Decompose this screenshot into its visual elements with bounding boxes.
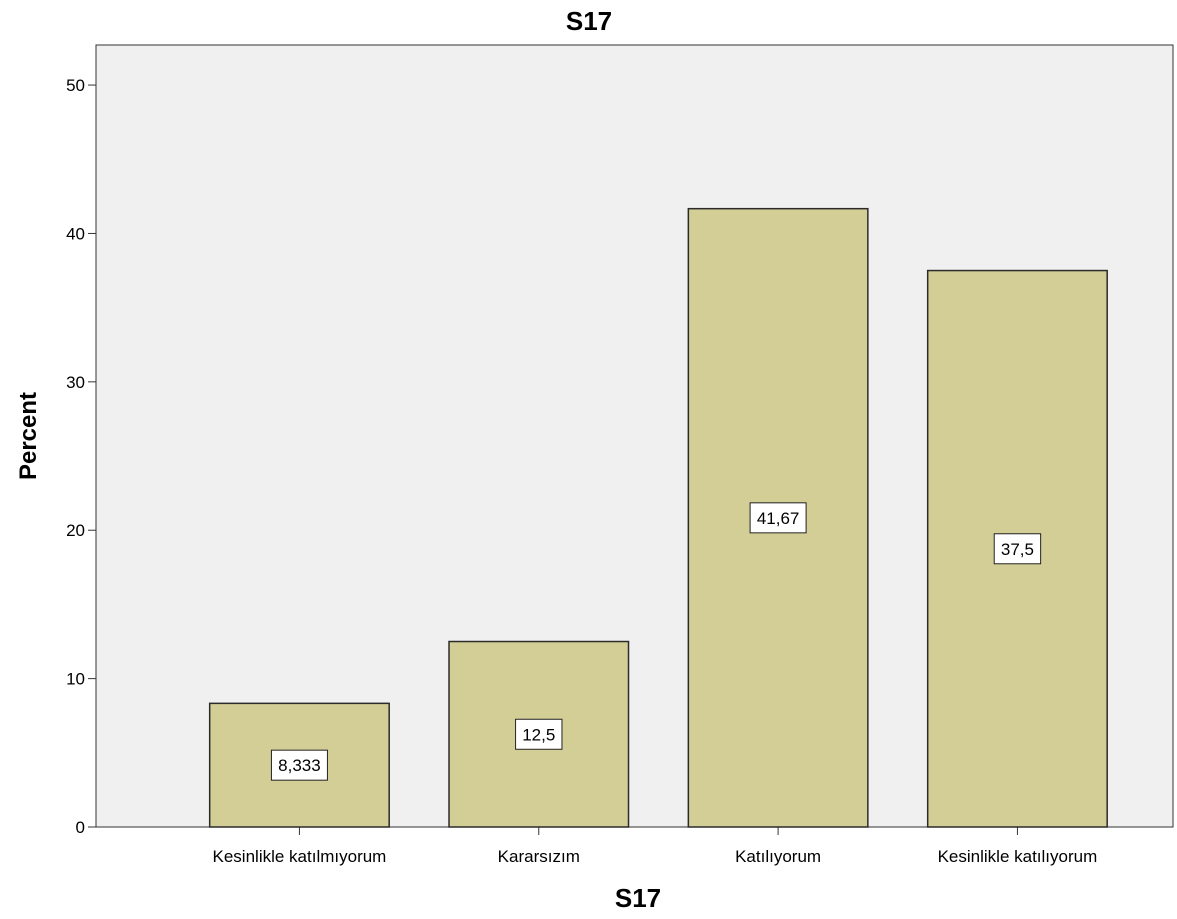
- x-axis: Kesinlikle katılmıyorum Kararsızım Katılıy…: [213, 827, 1098, 866]
- x-tick-label: Kesinlikle katılıyorum: [938, 847, 1098, 866]
- y-axis-title: Percent: [15, 392, 42, 480]
- y-tick-label: 50: [66, 76, 85, 95]
- x-tick-label: Katılıyorum: [735, 847, 821, 866]
- y-axis: 0 10 20 30 40 50: [66, 76, 96, 837]
- data-label-box: [993, 533, 1042, 565]
- data-label-box: [749, 502, 807, 534]
- chart-title: S17: [566, 6, 612, 36]
- y-tick-label: 10: [66, 670, 85, 689]
- x-tick-label: Kararsızım: [498, 847, 580, 866]
- data-label: 37,5: [1001, 540, 1034, 559]
- y-tick-label: 30: [66, 373, 85, 392]
- y-tick-label: 40: [66, 224, 85, 243]
- data-label-box: [270, 749, 328, 781]
- data-labels: 8,333 12,5 41,67 37,5: [270, 502, 1042, 781]
- data-label: 8,333: [278, 756, 321, 775]
- x-tick-label: Kesinlikle katılmıyorum: [213, 847, 387, 866]
- x-axis-title: S17: [615, 883, 661, 913]
- y-tick-label: 0: [76, 818, 85, 837]
- data-label-box: [515, 718, 563, 750]
- data-label: 41,67: [757, 509, 800, 528]
- y-tick-label: 20: [66, 521, 85, 540]
- data-label: 12,5: [522, 725, 555, 744]
